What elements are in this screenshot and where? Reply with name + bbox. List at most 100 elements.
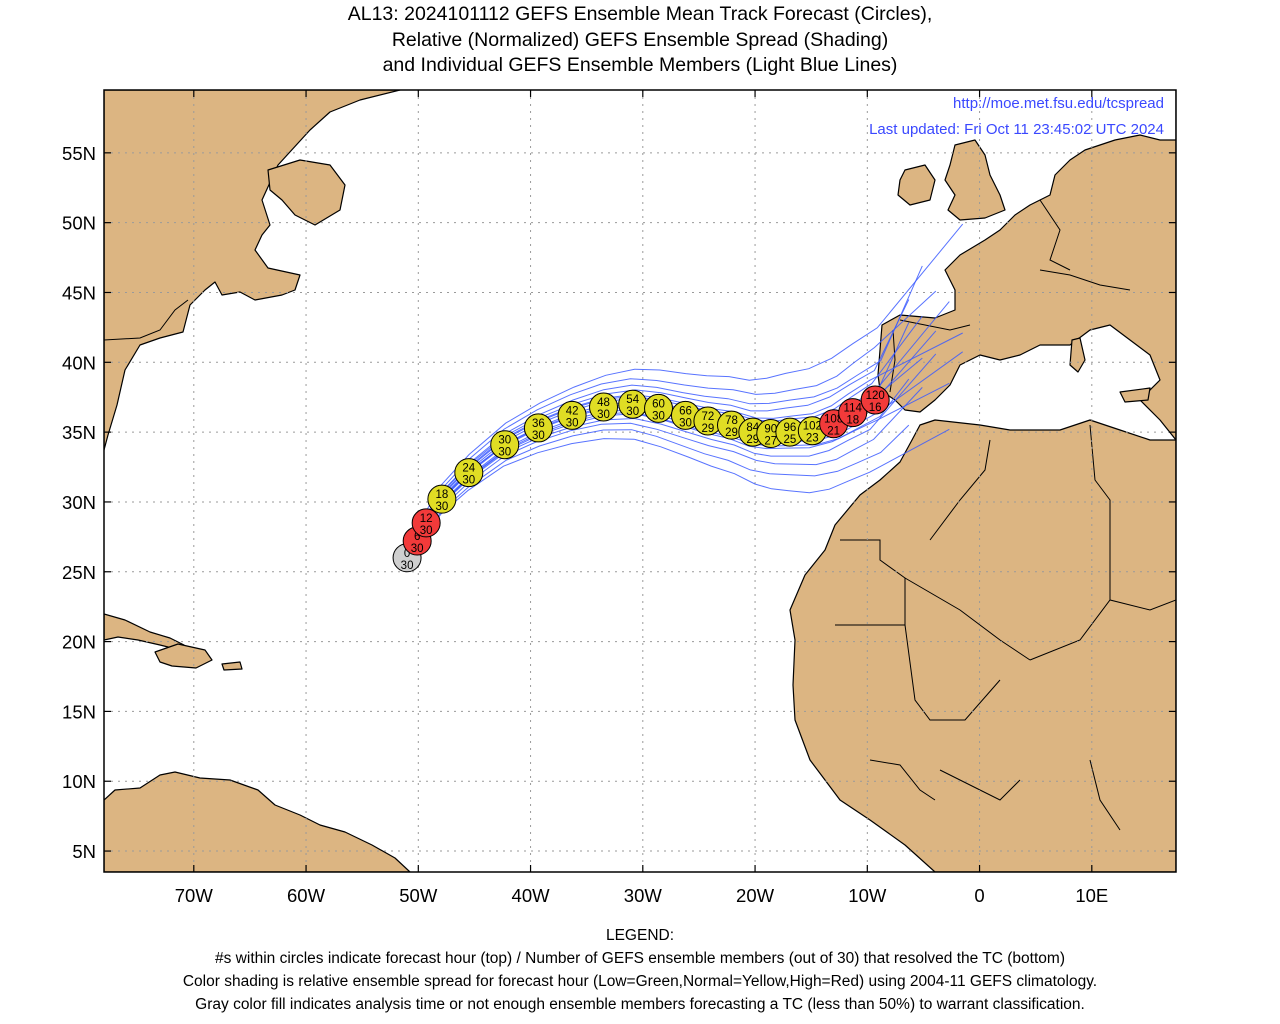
member-count-label: 29 [702, 423, 715, 435]
member-count-label: 30 [652, 410, 665, 422]
country-borders [104, 199, 1176, 831]
border-us-canada [104, 299, 189, 341]
forecast-hour-label: 0 [404, 548, 410, 560]
legend-line-3: Gray color fill indicates analysis time … [195, 996, 1085, 1013]
legend-line-2: Color shading is relative ensemble sprea… [182, 973, 1098, 990]
track-circle[interactable] [557, 400, 587, 430]
member-count-label: 16 [869, 402, 882, 414]
member-count-label: 30 [462, 475, 475, 487]
credit-url[interactable]: http://moe.met.fsu.edu/tcspread [953, 95, 1164, 112]
forecast-hour-label: 12 [420, 513, 433, 525]
member-count-label: 25 [783, 434, 796, 446]
great-britain-island [944, 139, 1006, 221]
track-circle[interactable] [454, 458, 484, 488]
track-circle[interactable] [860, 385, 890, 415]
plot-frame [103, 89, 1177, 873]
member-count-label: 30 [411, 543, 424, 555]
forecast-hour-label: 48 [597, 397, 610, 409]
member-count-label: 30 [435, 501, 448, 513]
member-count-label: 29 [725, 427, 738, 439]
member-count-label: 30 [420, 525, 433, 537]
lon-tick-label: 60W [287, 885, 326, 906]
forecast-hour-label: 60 [652, 398, 665, 410]
border-nigeria [1089, 759, 1121, 831]
member-track [406, 299, 910, 557]
member-count-label: 30 [626, 406, 639, 418]
forecast-hour-label: 72 [702, 411, 715, 423]
forecast-hour-label: 96 [783, 422, 796, 434]
forecast-hour-label: 90 [764, 424, 777, 436]
sicily-island [1119, 387, 1151, 403]
lat-tick-label: 40N [62, 352, 96, 373]
newfoundland-island [267, 159, 346, 226]
forecast-hour-label: 18 [435, 489, 448, 501]
border-germany [1039, 199, 1071, 271]
border-mauritania-mali [904, 624, 1001, 721]
axis-labels: 70W 60W 50W 40W 30W 20W 10W 0 10E 55N 50N 45N 40N 35N… [62, 90, 1176, 906]
land-masses [104, 90, 1176, 872]
europe-africa-landmass [789, 90, 1176, 872]
lon-tick-label: 10W [848, 885, 887, 906]
forecast-hour-label: 54 [626, 394, 639, 406]
track-circle[interactable] [523, 413, 553, 443]
forecast-hour-label: 84 [746, 422, 759, 434]
lat-tick-label: 50N [62, 213, 96, 234]
lat-tick-label: 5N [72, 841, 96, 862]
puerto-rico-island [221, 661, 243, 671]
member-count-label: 30 [532, 430, 545, 442]
forecast-hour-label: 78 [725, 415, 738, 427]
border-algeria-libya [1089, 424, 1111, 600]
track-circle[interactable] [644, 393, 674, 423]
lon-tick-label: 0 [974, 885, 984, 906]
lat-tick-label: 30N [62, 492, 96, 513]
legend-heading: LEGEND: [605, 927, 675, 944]
member-count-label: 29 [746, 434, 759, 446]
track-circle[interactable] [427, 484, 457, 514]
member-count-label: 30 [401, 560, 414, 572]
track-circle[interactable] [838, 398, 868, 428]
forecast-hour-label: 24 [462, 463, 475, 475]
lat-tick-label: 25N [62, 562, 96, 583]
track-circle[interactable] [411, 508, 441, 538]
border-morocco-algeria [929, 439, 991, 541]
lat-tick-label: 55N [62, 143, 96, 164]
lat-tick-label: 35N [62, 422, 96, 443]
member-count-label: 30 [597, 409, 610, 421]
hispaniola-island [154, 643, 213, 669]
corsica-sardinia-islands [1069, 337, 1086, 373]
lat-tick-label: 10N [62, 771, 96, 792]
member-count-label: 30 [566, 417, 579, 429]
lon-tick-label: 70W [175, 885, 214, 906]
border-west-africa-1 [869, 759, 936, 801]
member-track [406, 332, 963, 557]
lon-tick-label: 30W [624, 885, 663, 906]
lon-tick-label: 50W [399, 885, 438, 906]
border-alps [1039, 269, 1131, 291]
track-circle[interactable] [589, 392, 619, 422]
border-algeria-mali [904, 577, 1031, 661]
forecast-hour-label: 6 [414, 531, 420, 543]
border-western-sahara [835, 539, 906, 626]
legend-line-1: #s within circles indicate forecast hour… [215, 950, 1065, 967]
lon-tick-label: 10E [1075, 885, 1108, 906]
lon-tick-label: 20W [736, 885, 775, 906]
forecast-hour-label: 114 [844, 403, 863, 415]
member-count-label: 27 [764, 436, 777, 448]
track-circle[interactable] [490, 430, 520, 460]
member-count-label: 23 [806, 433, 819, 445]
map-plot-area [104, 90, 1176, 872]
member-count-label: 30 [679, 417, 692, 429]
